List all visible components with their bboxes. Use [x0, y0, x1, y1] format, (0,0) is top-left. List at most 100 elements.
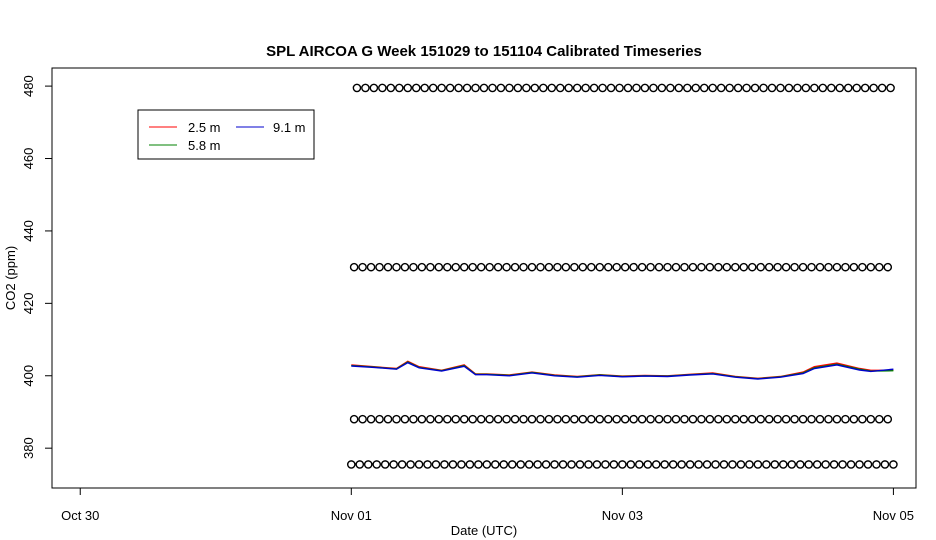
marker-row-3-point-58 — [838, 460, 847, 469]
marker-row-2-point-26 — [570, 414, 579, 424]
marker-row-3-point-39 — [677, 460, 686, 469]
marker-row-0-point-2 — [369, 83, 379, 93]
marker-row-1-point-51 — [781, 262, 791, 272]
marker-row-2-point-33 — [629, 414, 638, 424]
marker-row-2-point-3 — [375, 414, 384, 424]
marker-row-3-point-57 — [829, 460, 839, 469]
marker-row-0-point-42 — [708, 83, 718, 93]
marker-row-3-point-45 — [728, 460, 737, 469]
marker-row-1-point-55 — [815, 262, 825, 272]
marker-row-1-point-53 — [798, 262, 808, 272]
marker-row-0-point-14 — [471, 83, 480, 93]
axis-ticks: Oct 30 Nov 01 Nov 03 Nov 05 380 400 420 440 460 4… — [21, 75, 914, 523]
series-line-9-1-m — [351, 361, 894, 380]
x-axis-label: Date (UTC) — [451, 523, 517, 538]
marker-row-2-point-61 — [866, 414, 876, 424]
marker-row-0-point-62 — [877, 83, 887, 93]
marker-row-0-point-23 — [547, 83, 557, 93]
marker-row-0-point-60 — [860, 83, 870, 93]
marker-row-2-point-60 — [858, 414, 867, 424]
legend-label-9-1m: 9.1 m — [273, 120, 306, 135]
marker-row-2-point-43 — [714, 414, 723, 424]
marker-row-0-point-15 — [479, 83, 489, 93]
marker-row-3-point-31 — [609, 460, 619, 469]
marker-row-1-point-1 — [358, 262, 367, 272]
marker-row-3-point-13 — [457, 460, 466, 469]
marker-row-2-point-12 — [451, 414, 461, 424]
marker-row-1-point-12 — [451, 262, 461, 272]
marker-row-2-point-11 — [442, 414, 452, 424]
marker-row-0-point-44 — [725, 83, 734, 93]
marker-row-1-point-63 — [883, 262, 893, 272]
marker-row-3-point-43 — [711, 460, 720, 469]
marker-row-1-point-16 — [485, 262, 494, 272]
marker-row-3-point-46 — [736, 460, 746, 469]
marker-row-3-point-32 — [618, 460, 627, 469]
marker-row-1-point-61 — [866, 262, 876, 272]
marker-row-3-point-41 — [694, 460, 703, 469]
marker-row-1-point-21 — [527, 262, 537, 272]
marker-row-2-point-36 — [654, 414, 664, 424]
plot-frame — [51, 67, 917, 489]
marker-row-1-point-49 — [764, 262, 774, 272]
marker-row-0-point-56 — [826, 83, 836, 93]
marker-row-2-point-54 — [807, 414, 816, 424]
marker-row-1-point-28 — [586, 262, 596, 272]
marker-row-2-point-18 — [502, 414, 511, 424]
marker-row-2-point-62 — [874, 414, 884, 424]
marker-row-3-point-19 — [507, 460, 517, 469]
marker-row-1-point-58 — [841, 262, 850, 272]
marker-row-0-point-4 — [386, 83, 396, 93]
marker-row-1-point-2 — [366, 262, 376, 272]
marker-row-0-point-33 — [632, 83, 641, 93]
marker-row-3-point-30 — [601, 460, 610, 469]
marker-row-3-point-61 — [863, 460, 873, 469]
marker-row-1-point-43 — [714, 262, 723, 272]
marker-row-1-point-39 — [680, 262, 689, 272]
marker-row-2-point-15 — [476, 414, 486, 424]
marker-row-1-point-34 — [637, 262, 647, 272]
legend-box — [137, 109, 315, 160]
marker-row-1-point-26 — [570, 262, 579, 272]
marker-row-3-point-1 — [355, 460, 365, 469]
marker-row-2-point-16 — [485, 414, 494, 424]
y-tick-label-1: 400 — [21, 365, 36, 387]
marker-row-0-point-41 — [699, 83, 709, 93]
marker-row-0-point-57 — [835, 83, 845, 93]
marker-row-0-point-21 — [530, 83, 540, 93]
marker-row-0-point-38 — [674, 83, 684, 93]
marker-row-3-point-34 — [634, 460, 644, 469]
marker-row-3-point-40 — [685, 460, 695, 469]
marker-row-3-point-15 — [474, 460, 483, 469]
marker-row-2-point-5 — [392, 414, 401, 424]
marker-row-3-point-48 — [753, 460, 763, 469]
marker-row-2-point-13 — [459, 414, 469, 424]
marker-row-3-point-7 — [406, 460, 415, 469]
marker-row-2-point-56 — [824, 414, 833, 424]
marker-row-0-point-13 — [462, 83, 472, 93]
marker-row-2-point-23 — [544, 414, 554, 424]
x-tick-label-3: Nov 05 — [873, 508, 914, 523]
marker-row-1-point-37 — [663, 262, 672, 272]
marker-row-3-point-17 — [490, 460, 500, 469]
marker-row-2-point-21 — [527, 414, 537, 424]
marker-row-1-point-20 — [519, 262, 528, 272]
marker-row-3-point-35 — [643, 460, 653, 469]
marker-row-2-point-22 — [536, 414, 545, 424]
marker-row-3-point-9 — [423, 460, 432, 469]
marker-row-3-point-53 — [795, 460, 805, 469]
marker-row-1-point-47 — [747, 262, 757, 272]
marker-row-1-point-35 — [646, 262, 655, 272]
marker-row-2-point-40 — [688, 414, 698, 424]
marker-row-0-point-51 — [784, 83, 794, 93]
marker-row-3-point-12 — [448, 460, 458, 469]
marker-row-2-point-19 — [510, 414, 520, 424]
marker-row-2-point-27 — [578, 414, 588, 424]
marker-row-2-point-30 — [603, 414, 613, 424]
marker-row-2-point-44 — [722, 414, 732, 424]
marker-row-2-point-47 — [747, 414, 757, 424]
marker-row-3-point-2 — [363, 460, 373, 469]
marker-row-2-point-7 — [409, 414, 418, 424]
marker-row-0-point-27 — [581, 83, 590, 93]
marker-row-3-point-24 — [550, 460, 559, 469]
